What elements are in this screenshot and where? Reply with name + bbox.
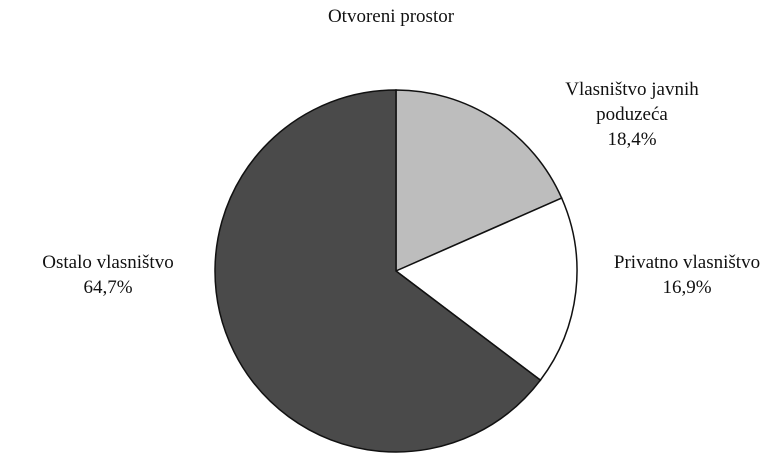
value-label: 16,9% (662, 277, 712, 298)
pie-slice (395, 89, 563, 273)
category-label: Ostalo vlasništvo (42, 252, 174, 273)
category-label: Privatno vlasništvo (613, 252, 761, 273)
slice-label: Ostalo vlasništvo 64,7% (0, 250, 216, 300)
chart-title: Otvoreni prostor (327, 6, 455, 27)
category-label: Vlasništvo javnih poduzeća (565, 79, 699, 125)
pie-slice (214, 89, 542, 453)
pie-slice (394, 197, 578, 382)
value-label: 18,4% (607, 129, 657, 150)
slice-label: Vlasništvo javnih poduzeća 18,4% (542, 77, 722, 152)
value-label: 64,7% (83, 277, 133, 298)
slice-label: Privatno vlasništvo 16,9% (592, 250, 782, 300)
